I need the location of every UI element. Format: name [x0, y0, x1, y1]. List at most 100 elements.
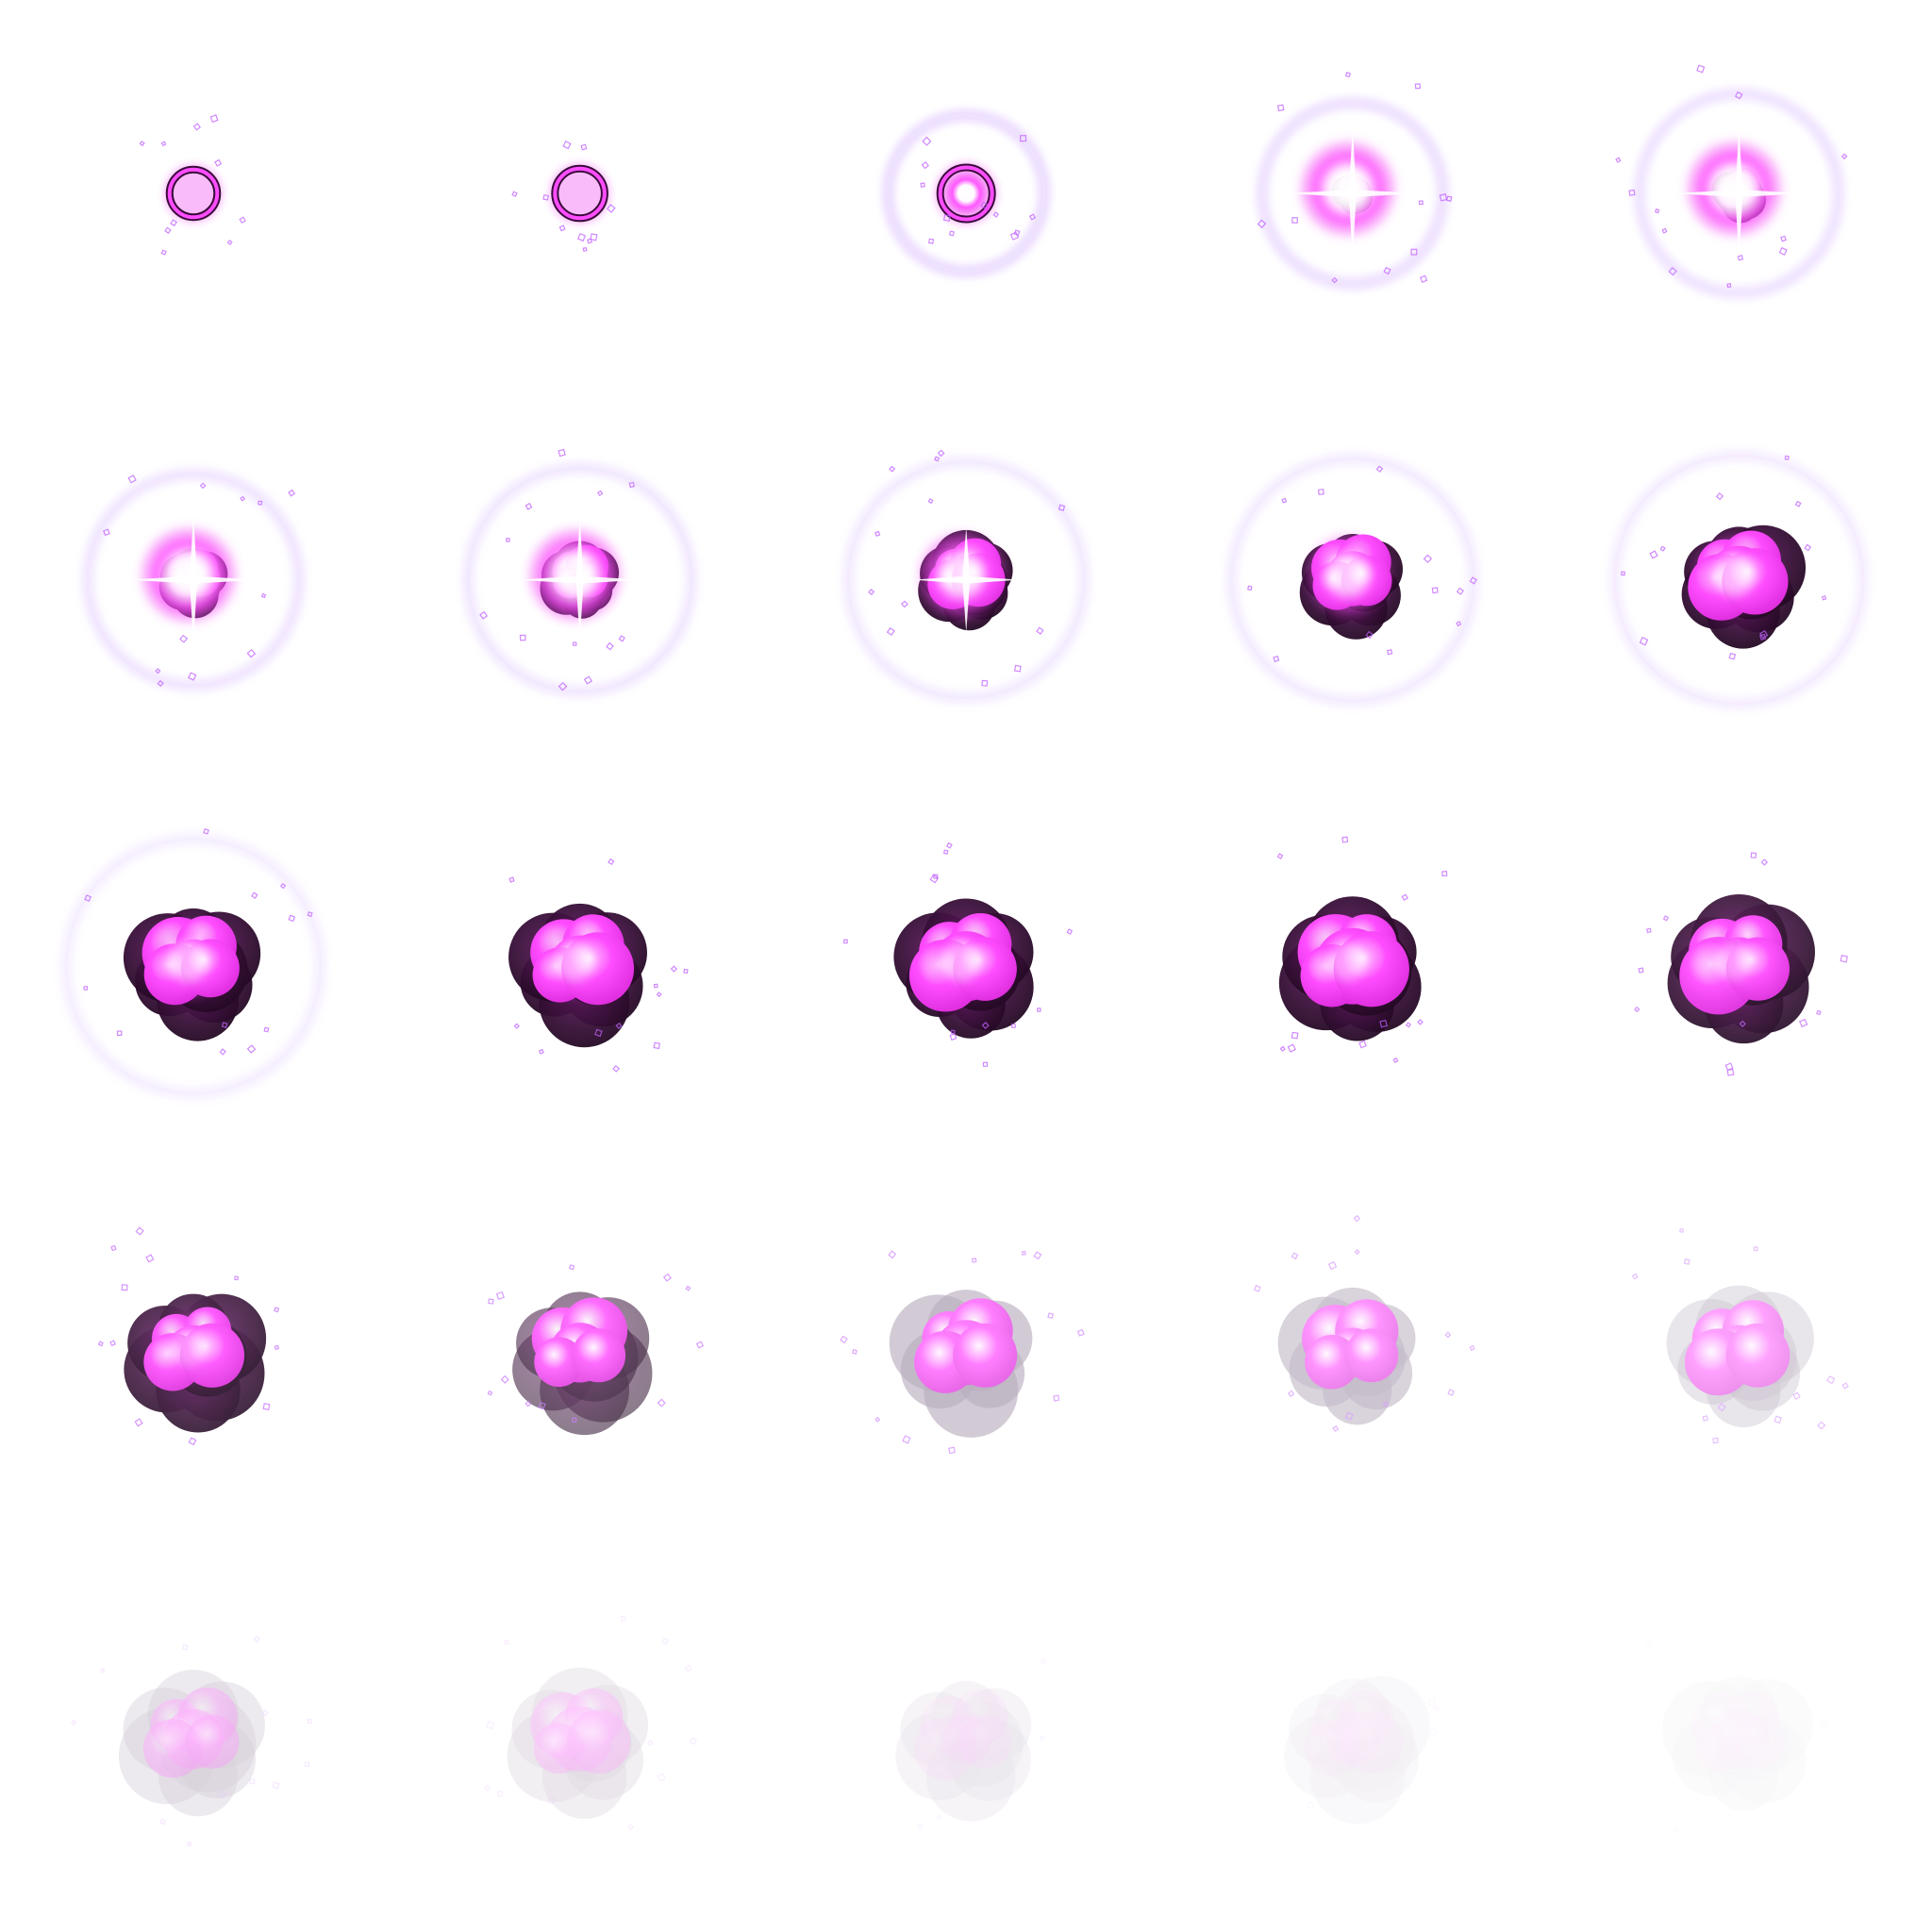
- sparkle-particle: [1661, 227, 1668, 234]
- sparkle-particle: [221, 1022, 228, 1028]
- core-flash: [152, 1311, 225, 1385]
- sprite-frame-6: [81, 467, 306, 692]
- sparkle-particle: [246, 648, 257, 658]
- sparkle-particle: [1428, 1727, 1438, 1737]
- sparkle-particle: [1253, 1284, 1261, 1292]
- sparkle-particle: [1821, 595, 1827, 601]
- sparkle-particle: [145, 1254, 155, 1263]
- sparkle-particle: [1683, 1258, 1690, 1265]
- sparkle-particle: [1076, 1328, 1085, 1337]
- sparkle-particle: [209, 114, 219, 124]
- sparkle-particle: [1628, 189, 1636, 196]
- sparkle-particle: [980, 201, 989, 209]
- sparkle-particle: [157, 679, 164, 688]
- sparkle-particle: [1053, 1394, 1060, 1402]
- sprite-frame-22: [484, 1615, 697, 1831]
- sparkle-particle: [992, 211, 1000, 218]
- sprite-frame-17: [487, 1264, 705, 1436]
- sparkle-particle: [1804, 543, 1812, 552]
- sparkle-particle: [1799, 1018, 1808, 1028]
- sparkle-particle: [1353, 1214, 1361, 1223]
- sparkle-particle: [70, 1719, 77, 1726]
- shockwave-ring: [59, 832, 327, 1100]
- sparkle-particle: [547, 1796, 555, 1804]
- sparkle-particle: [929, 874, 940, 884]
- sparkle-particle: [1291, 1031, 1299, 1040]
- sparkle-particle: [1418, 200, 1424, 206]
- sparkle-particle: [83, 986, 89, 991]
- sparkle-particle: [653, 983, 658, 989]
- sparkle-particle: [1401, 893, 1408, 901]
- sprite-frame-12: [508, 858, 689, 1073]
- sparkle-particle: [1431, 587, 1439, 594]
- sparkle-particle: [1273, 655, 1280, 663]
- sparkle-particle: [1774, 1415, 1783, 1424]
- sparkle-particle: [203, 827, 209, 835]
- sparkle-particle: [1379, 1019, 1388, 1028]
- flare-ray: [190, 513, 197, 646]
- sparkle-particle: [922, 136, 932, 146]
- sparkle-particle: [240, 495, 246, 502]
- sparkle-particle: [160, 141, 167, 147]
- sparkle-particle: [1649, 550, 1658, 559]
- sprite-frame-15: [1634, 852, 1849, 1076]
- sparkle-particle: [1028, 213, 1037, 221]
- sprite-frame-16: [97, 1226, 280, 1446]
- sparkle-particle: [116, 1030, 123, 1037]
- sparkle-particle: [934, 456, 941, 462]
- sparkle-particle: [1022, 1251, 1026, 1256]
- sparkle-particle: [558, 225, 566, 232]
- sparkle-particle: [981, 679, 989, 687]
- flare-ray: [1735, 127, 1743, 259]
- sprite-frame-18: [840, 1250, 1085, 1455]
- sprite-frame-7: [461, 448, 699, 699]
- sparkle-particle: [1257, 219, 1267, 229]
- shockwave-ring-edge: [466, 466, 693, 693]
- sparkle-particle: [921, 161, 929, 170]
- ignition-ring-highlight: [938, 165, 994, 222]
- sparkle-particle: [1659, 545, 1666, 552]
- sparkle-particle: [661, 1637, 669, 1645]
- glow-puff: [1731, 1715, 1785, 1769]
- sparkle-particle: [1058, 504, 1066, 511]
- sparkle-particle: [248, 1777, 256, 1785]
- sparkle-particle: [670, 965, 678, 973]
- sprite-frame-13: [843, 841, 1074, 1067]
- sparkle-particle: [685, 1285, 691, 1291]
- sparkle-particle: [99, 1667, 106, 1674]
- glow-puff: [953, 1323, 1018, 1388]
- sparkle-particle: [1291, 217, 1298, 224]
- sparkle-particle: [606, 641, 614, 651]
- sparkle-particle: [307, 1719, 312, 1724]
- shockwave-ring: [841, 455, 1091, 705]
- sparkle-particle: [1717, 1403, 1726, 1412]
- sparkle-particle: [263, 1026, 270, 1033]
- sparkle-particle: [942, 214, 951, 223]
- sparkle-particle: [139, 140, 145, 147]
- sparkle-particle: [188, 1437, 197, 1446]
- glow-puff: [1305, 1335, 1359, 1390]
- sparkle-particle: [288, 489, 296, 497]
- sparkle-particle: [1778, 246, 1788, 256]
- sparkle-particle: [1375, 465, 1384, 473]
- sparkle-particle: [594, 1028, 603, 1038]
- sparkle-particle: [972, 1257, 977, 1263]
- sparkle-particle: [1276, 853, 1284, 859]
- sparkle-particle: [1276, 104, 1285, 112]
- sparkle-particle: [1792, 1391, 1801, 1400]
- shockwave-ring-edge: [1230, 457, 1475, 703]
- sparkle-particle: [840, 1335, 848, 1344]
- sparkle-particle: [495, 1291, 505, 1300]
- sparkle-particle: [234, 1275, 239, 1281]
- sparkle-particle: [620, 1615, 626, 1622]
- sprite-frame-3: [881, 108, 1051, 278]
- sparkle-particle: [542, 193, 549, 201]
- sparkle-particle: [1332, 1424, 1340, 1432]
- shockwave-ring-edge: [1260, 101, 1445, 286]
- sparkle-particle: [936, 1814, 942, 1821]
- shockwave-ring: [81, 467, 306, 692]
- sparkle-particle: [1306, 1800, 1315, 1810]
- sparkle-particle: [874, 530, 881, 537]
- sparkle-particle: [1327, 1260, 1338, 1271]
